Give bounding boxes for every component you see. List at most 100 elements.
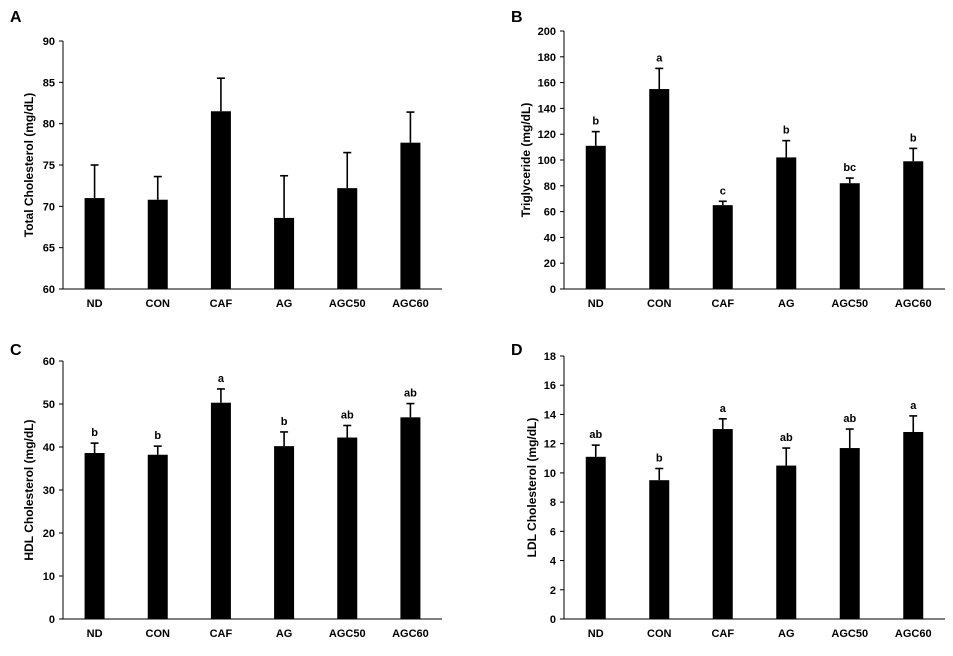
bar: [776, 465, 797, 619]
category-label: AGC60: [895, 298, 932, 310]
category-label: AGC50: [329, 628, 366, 640]
y-tick-label: 75: [43, 160, 55, 172]
y-tick-label: 160: [538, 78, 556, 90]
significance-label: c: [720, 185, 726, 197]
category-label: AG: [778, 298, 795, 310]
significance-label: b: [91, 427, 98, 439]
y-tick-label: 8: [550, 497, 556, 509]
y-tick-label: 50: [43, 399, 55, 411]
significance-label: b: [154, 430, 161, 442]
category-label: ND: [87, 628, 103, 640]
y-tick-label: 10: [544, 468, 556, 480]
bar: [84, 453, 105, 619]
bar: [210, 111, 231, 290]
significance-label: b: [910, 132, 917, 144]
significance-label: b: [281, 416, 288, 428]
chart-panel-a: A 60 65 70 75 80 85 90 Total Cholesterol (mg/dL)…: [10, 9, 442, 310]
y-tick-label: 100: [538, 155, 556, 167]
category-label: AGC50: [831, 298, 868, 310]
bar: [337, 437, 358, 619]
y-tick-label: 20: [43, 528, 55, 540]
bar: [649, 89, 670, 289]
chart-panel-c: C 0 10 20 30 40 50 60 HDL Cholesterol (mg/dL) b ND…: [10, 342, 442, 640]
bar: [147, 454, 168, 619]
category-label: AGC50: [329, 298, 366, 310]
y-tick-label: 60: [544, 207, 556, 219]
category-label: AGC60: [392, 628, 429, 640]
bar: [400, 142, 421, 289]
category-label: AGC50: [831, 628, 868, 640]
y-tick-label: 65: [43, 243, 55, 255]
category-label: AG: [276, 628, 293, 640]
y-axis-label: Total Cholesterol (mg/dL): [22, 93, 36, 237]
bar: [776, 157, 797, 289]
bar: [210, 402, 231, 619]
y-tick-label: 12: [544, 439, 556, 451]
bar: [903, 431, 924, 619]
significance-label: b: [592, 116, 599, 128]
bar: [274, 217, 295, 289]
category-label: CON: [146, 628, 171, 640]
significance-label: ab: [780, 432, 793, 444]
y-tick-label: 10: [43, 571, 55, 583]
y-axis-label: HDL Cholesterol (mg/dL): [22, 419, 36, 560]
y-tick-label: 2: [550, 585, 556, 597]
y-tick-label: 0: [550, 284, 556, 296]
y-tick-label: 30: [43, 485, 55, 497]
y-axis-label: LDL Cholesterol (mg/dL): [525, 418, 539, 558]
significance-label: ab: [341, 410, 354, 422]
significance-label: a: [910, 400, 917, 412]
y-tick-label: 80: [43, 119, 55, 131]
significance-label: ab: [404, 388, 417, 400]
significance-label: bc: [843, 162, 856, 174]
significance-label: a: [656, 52, 663, 64]
y-tick-label: 70: [43, 201, 55, 213]
y-tick-label: 120: [538, 129, 556, 141]
y-tick-label: 140: [538, 103, 556, 115]
bar: [585, 456, 606, 619]
panel-letter: D: [511, 342, 523, 359]
y-tick-label: 18: [544, 351, 556, 363]
bar: [903, 161, 924, 289]
category-label: CAF: [711, 628, 734, 640]
bar: [147, 199, 168, 289]
y-tick-label: 20: [544, 258, 556, 270]
category-label: CON: [146, 298, 171, 310]
y-axis-label: Triglyceride (mg/dL): [519, 103, 533, 218]
chart-panel-d: D 0 2 4 6 8 10 12 14 16 18 LDL Cholesterol (mg/dL) a…: [511, 342, 945, 640]
y-tick-label: 90: [43, 36, 55, 48]
category-label: ND: [588, 298, 604, 310]
bar: [712, 429, 733, 619]
bar: [585, 145, 606, 289]
y-tick-label: 80: [544, 181, 556, 193]
bar: [839, 183, 860, 289]
significance-label: b: [783, 125, 790, 137]
category-label: ND: [87, 298, 103, 310]
category-label: CAF: [210, 298, 233, 310]
y-tick-label: 40: [544, 232, 556, 244]
significance-label: ab: [589, 429, 602, 441]
y-tick-label: 40: [43, 442, 55, 454]
y-tick-label: 16: [544, 380, 556, 392]
category-label: CAF: [711, 298, 734, 310]
y-tick-label: 14: [544, 409, 557, 421]
bar: [337, 188, 358, 289]
bar: [649, 480, 670, 619]
y-tick-label: 200: [538, 26, 556, 38]
y-tick-label: 60: [43, 356, 55, 368]
panel-letter: C: [10, 342, 22, 359]
significance-label: b: [656, 453, 663, 465]
bar: [274, 446, 295, 619]
category-label: AG: [778, 628, 795, 640]
significance-label: ab: [843, 413, 856, 425]
significance-label: a: [720, 403, 727, 415]
chart-panel-b: B 0 20 40 60 80 100 120 140 160 180 200 Triglyceride…: [511, 9, 945, 310]
category-label: CAF: [210, 628, 233, 640]
y-tick-label: 180: [538, 52, 556, 64]
category-label: AGC60: [392, 298, 429, 310]
category-label: AG: [276, 298, 293, 310]
y-tick-label: 0: [49, 614, 55, 626]
y-tick-label: 6: [550, 526, 556, 538]
